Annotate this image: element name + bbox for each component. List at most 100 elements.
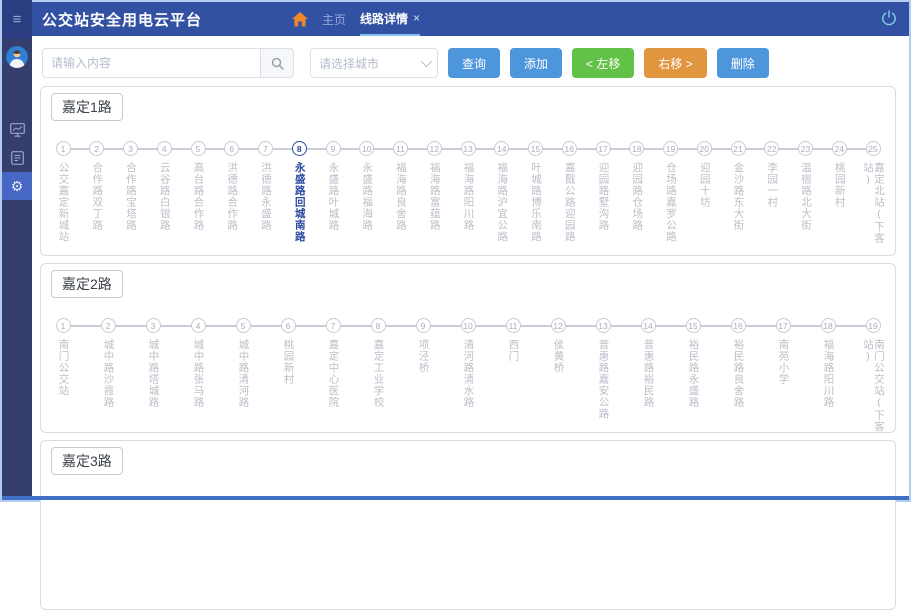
stop-item[interactable]: 13 普惠路嘉安公路 [595, 318, 611, 432]
stop-number[interactable]: 16 [561, 141, 577, 156]
stop-number[interactable]: 1 [55, 141, 71, 156]
stop-item[interactable]: 4 云谷路白银路 [156, 141, 172, 255]
avatar[interactable] [6, 46, 28, 68]
stop-item[interactable]: 17 南苑小学 [775, 318, 791, 432]
stop-item[interactable]: 1 公交嘉定新城站 [55, 141, 71, 255]
stop-number[interactable]: 19 [663, 141, 678, 156]
stop-item[interactable]: 17 迎园路墅沟路 [595, 141, 611, 255]
stop-item[interactable]: 14 普惠路裕民路 [640, 318, 656, 432]
stop-number[interactable]: 15 [685, 318, 701, 333]
menu-toggle-button[interactable]: ≡ [2, 0, 32, 39]
stop-number[interactable]: 11 [505, 318, 521, 333]
stop-number[interactable]: 20 [696, 141, 712, 156]
stop-number[interactable]: 2 [89, 141, 105, 156]
stop-item[interactable]: 12 福海路富蕴路 [426, 141, 442, 255]
stop-item[interactable]: 3 合作路宝塔路 [123, 141, 139, 255]
stop-number[interactable]: 11 [393, 141, 408, 156]
add-button[interactable]: 添加 [510, 48, 563, 78]
stop-number[interactable]: 3 [145, 318, 161, 333]
stop-number[interactable]: 8 [291, 141, 307, 156]
stop-item[interactable]: 18 福海路阳川路 [820, 318, 836, 432]
stop-item[interactable]: 2 城中路沙霞路 [100, 318, 116, 432]
stop-item[interactable]: 24 桃园新村 [831, 141, 847, 255]
stop-number[interactable]: 4 [156, 141, 172, 156]
stop-number[interactable]: 23 [798, 141, 813, 156]
stop-item[interactable]: 14 福海路沪宜公路 [494, 141, 510, 255]
stop-number[interactable]: 4 [190, 318, 206, 333]
stop-item[interactable]: 8 永盛路回城南路 [291, 141, 307, 255]
stop-number[interactable]: 18 [820, 318, 836, 333]
stop-item[interactable]: 23 温宿路北大街 [798, 141, 814, 255]
stop-item[interactable]: 15 裕民路永盛路 [685, 318, 701, 432]
move-right-button[interactable]: 右移 > [644, 48, 707, 78]
tab-route-details[interactable]: 线路详情 × [360, 2, 421, 36]
stop-number[interactable]: 8 [370, 318, 386, 333]
stop-item[interactable]: 19 仓场路嘉罗公路 [663, 141, 679, 255]
stop-number[interactable]: 16 [730, 318, 746, 333]
stop-item[interactable]: 25 嘉定北站(下客站) [862, 141, 885, 255]
stop-number[interactable]: 19 [865, 318, 881, 333]
stop-number[interactable]: 9 [325, 141, 341, 156]
stop-number[interactable]: 17 [595, 141, 611, 156]
tab-home[interactable]: 主页 [322, 12, 347, 27]
stop-number[interactable]: 3 [123, 141, 138, 156]
city-select[interactable]: 请选择城市 [310, 48, 438, 78]
stop-number[interactable]: 6 [280, 318, 296, 333]
stop-item[interactable]: 5 高台路合作路 [190, 141, 206, 255]
query-button[interactable]: 查询 [448, 48, 501, 78]
stop-number[interactable]: 2 [100, 318, 116, 333]
stop-number[interactable]: 17 [775, 318, 791, 333]
stop-number[interactable]: 9 [415, 318, 431, 333]
sidebar-item-records[interactable] [2, 144, 32, 172]
stop-number[interactable]: 14 [640, 318, 656, 333]
stop-number[interactable]: 15 [528, 141, 543, 156]
delete-button[interactable]: 删除 [716, 48, 769, 78]
stop-item[interactable]: 3 城中路塔城路 [145, 318, 161, 432]
stop-item[interactable]: 20 迎园十坊 [696, 141, 712, 255]
stop-item[interactable]: 10 永盛路福海路 [359, 141, 375, 255]
sidebar-item-monitor[interactable] [2, 116, 32, 144]
stop-item[interactable]: 12 侯黄桥 [550, 318, 566, 432]
stop-number[interactable]: 10 [460, 318, 476, 333]
close-icon[interactable]: × [413, 11, 421, 25]
stop-number[interactable]: 12 [550, 318, 566, 333]
search-button[interactable] [260, 48, 294, 78]
stop-number[interactable]: 24 [831, 141, 847, 156]
stop-item[interactable]: 13 福海路阳川路 [460, 141, 476, 255]
stop-number[interactable]: 25 [865, 141, 881, 156]
stop-item[interactable]: 22 李园一村 [764, 141, 780, 255]
stop-number[interactable]: 22 [764, 141, 780, 156]
stop-item[interactable]: 7 嘉定中心医院 [325, 318, 341, 432]
stop-item[interactable]: 21 金沙路东大街 [730, 141, 746, 255]
search-input[interactable] [42, 48, 260, 78]
stop-item[interactable]: 16 裕民路良舍路 [730, 318, 746, 432]
stop-item[interactable]: 6 洪德路合作路 [224, 141, 240, 255]
stop-number[interactable]: 13 [595, 318, 611, 333]
stop-item[interactable]: 4 城中路张马路 [190, 318, 206, 432]
stop-number[interactable]: 10 [359, 141, 375, 156]
stop-item[interactable]: 9 永盛路叶城路 [325, 141, 341, 255]
stop-number[interactable]: 13 [460, 141, 476, 156]
stop-number[interactable]: 18 [629, 141, 645, 156]
stop-item[interactable]: 15 叶城路博乐南路 [528, 141, 544, 255]
stop-number[interactable]: 5 [235, 318, 251, 333]
move-left-button[interactable]: < 左移 [572, 48, 635, 78]
stop-item[interactable]: 11 福海路良舍路 [393, 141, 409, 255]
stop-number[interactable]: 14 [494, 141, 510, 156]
stop-item[interactable]: 16 嘉戬公路迎园路 [561, 141, 577, 255]
stop-number[interactable]: 21 [730, 141, 746, 156]
stop-item[interactable]: 19 南门公交站(下客站) [862, 318, 885, 432]
stop-item[interactable]: 8 嘉定工业学校 [370, 318, 386, 432]
stop-number[interactable]: 7 [325, 318, 341, 333]
stop-item[interactable]: 1 南门公交站 [55, 318, 71, 432]
stop-item[interactable]: 11 西门 [505, 318, 521, 432]
stop-item[interactable]: 7 洪德路永盛路 [258, 141, 274, 255]
stop-item[interactable]: 10 清河路清水路 [460, 318, 476, 432]
power-icon[interactable] [881, 10, 897, 26]
sidebar-item-settings[interactable]: ⚙ [2, 172, 32, 200]
stop-number[interactable]: 7 [258, 141, 273, 156]
stop-number[interactable]: 12 [426, 141, 442, 156]
stop-item[interactable]: 5 城中路清河路 [235, 318, 251, 432]
stop-number[interactable]: 6 [224, 141, 240, 156]
stop-item[interactable]: 9 项泾桥 [415, 318, 431, 432]
